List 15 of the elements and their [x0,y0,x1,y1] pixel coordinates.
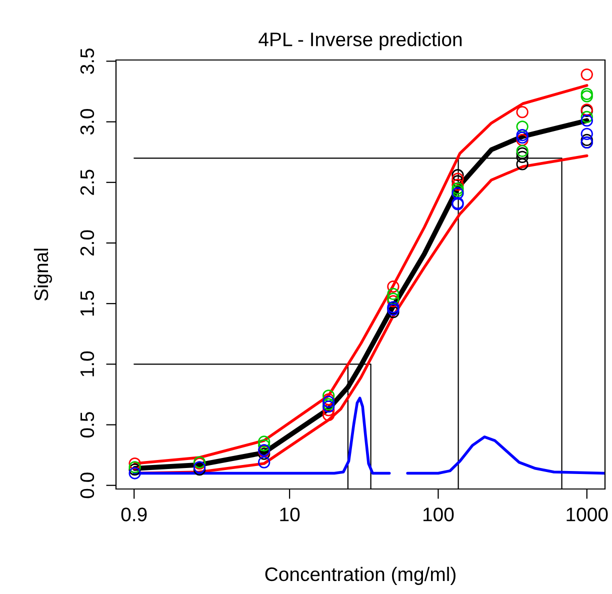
y-tick-label: 2.5 [80,170,94,195]
y-tick-label: 2.0 [80,230,94,256]
y-tick-label: 3.5 [80,48,94,74]
y-tick-label: 0.5 [80,412,94,438]
x-tick-label: 1000 [566,508,608,522]
x-tick-label: 10 [280,508,300,522]
y-tick-label: 1.5 [80,290,94,316]
y-tick-label: 0.0 [80,472,94,498]
x-axis-title: Concentration (mg/ml) [265,566,456,585]
y-tick-label: 1.0 [80,351,94,376]
y-tick-label: 3.0 [80,109,94,135]
x-tick-label: 0.9 [121,508,147,522]
x-tick-label: 100 [423,508,454,522]
y-axis-title: Signal [34,248,52,301]
chart-title: 4PL - Inverse prediction [258,32,462,50]
